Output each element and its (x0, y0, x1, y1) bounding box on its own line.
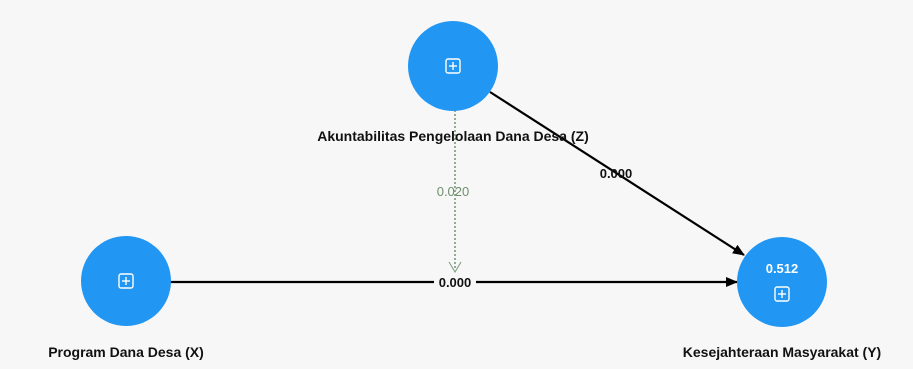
edge-z-to-y[interactable] (489, 91, 745, 256)
node-y[interactable]: 0.512 (737, 237, 827, 327)
edge-label-x-to-y: 0.000 (439, 275, 472, 290)
r-squared-value: 0.512 (766, 261, 799, 276)
edge-label-z-to-y: 0.000 (600, 166, 633, 181)
node-label-y: Kesejahteraan Masyarakat (Y) (683, 344, 881, 360)
moderation-arrowhead (448, 261, 462, 273)
edge-label-moderation: 0.020 (437, 184, 470, 199)
node-label-z: Akuntabilitas Pengelolaan Dana Desa (Z) (317, 128, 589, 144)
expand-plus-icon[interactable] (445, 58, 461, 74)
node-z[interactable] (408, 21, 498, 111)
node-x[interactable] (81, 236, 171, 326)
expand-plus-icon[interactable] (118, 273, 134, 289)
edge-label-bg-x-to-y (434, 274, 476, 290)
expand-plus-icon[interactable] (774, 286, 790, 302)
node-label-x: Program Dana Desa (X) (48, 344, 204, 360)
